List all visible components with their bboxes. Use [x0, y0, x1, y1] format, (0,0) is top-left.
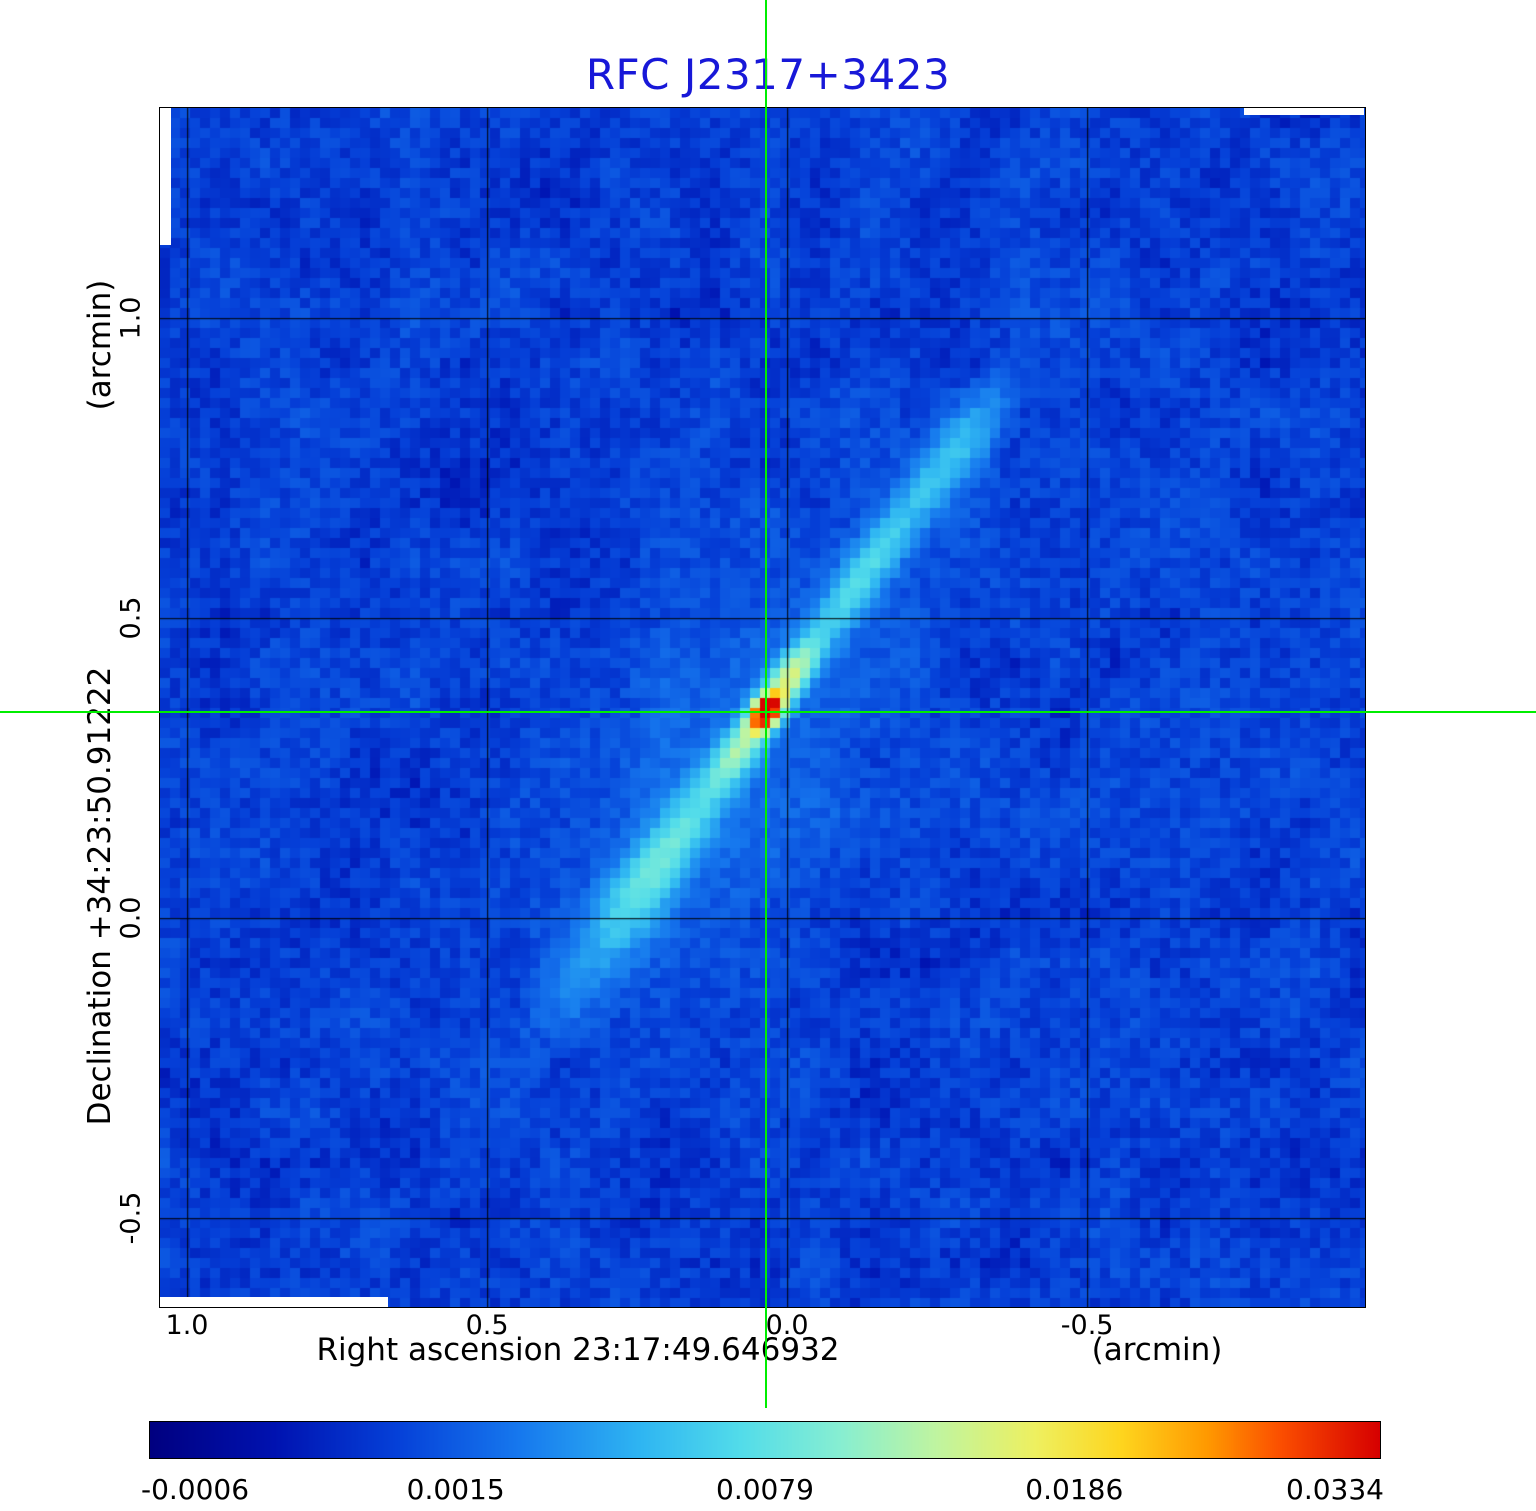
x-tick-label: -0.5 — [1060, 1310, 1114, 1341]
y-axis-unit-label: (arcmin) — [82, 279, 118, 411]
crosshair-vertical-line — [765, 0, 768, 1408]
y-tick-label: -0.5 — [115, 1191, 147, 1245]
y-axis-label: Declination +34:23:50.91222 — [82, 666, 118, 1126]
radio-map-canvas — [160, 108, 1365, 1307]
crosshair-horizontal-line — [0, 711, 1536, 714]
x-tick-label: 0.0 — [765, 1310, 809, 1341]
y-tick-label: 0.5 — [115, 596, 147, 640]
colorbar-tick-label: 0.0334 — [1286, 1473, 1384, 1506]
y-tick-label: 1.0 — [115, 296, 147, 340]
x-tick-label: 1.0 — [165, 1310, 209, 1341]
image-margin-artifact — [1244, 108, 1364, 115]
image-margin-artifact — [160, 1297, 388, 1307]
y-tick-label: 0.0 — [115, 896, 147, 940]
radio-map-plot — [159, 107, 1366, 1308]
colorbar-tick-label: 0.0015 — [406, 1473, 505, 1506]
colorbar-tick-label: 0.0186 — [1025, 1473, 1124, 1506]
x-axis-label: Right ascension 23:17:49.646932 — [316, 1332, 840, 1368]
colorbar-tick-label: 0.0079 — [716, 1473, 814, 1506]
colorbar — [149, 1421, 1381, 1459]
x-axis-unit-label: (arcmin) — [1091, 1332, 1223, 1368]
image-margin-artifact — [160, 108, 171, 245]
x-tick-label: 0.5 — [465, 1310, 509, 1341]
figure-title: RFC J2317+3423 — [585, 50, 951, 99]
colorbar-tick-label: -0.0006 — [140, 1473, 250, 1506]
